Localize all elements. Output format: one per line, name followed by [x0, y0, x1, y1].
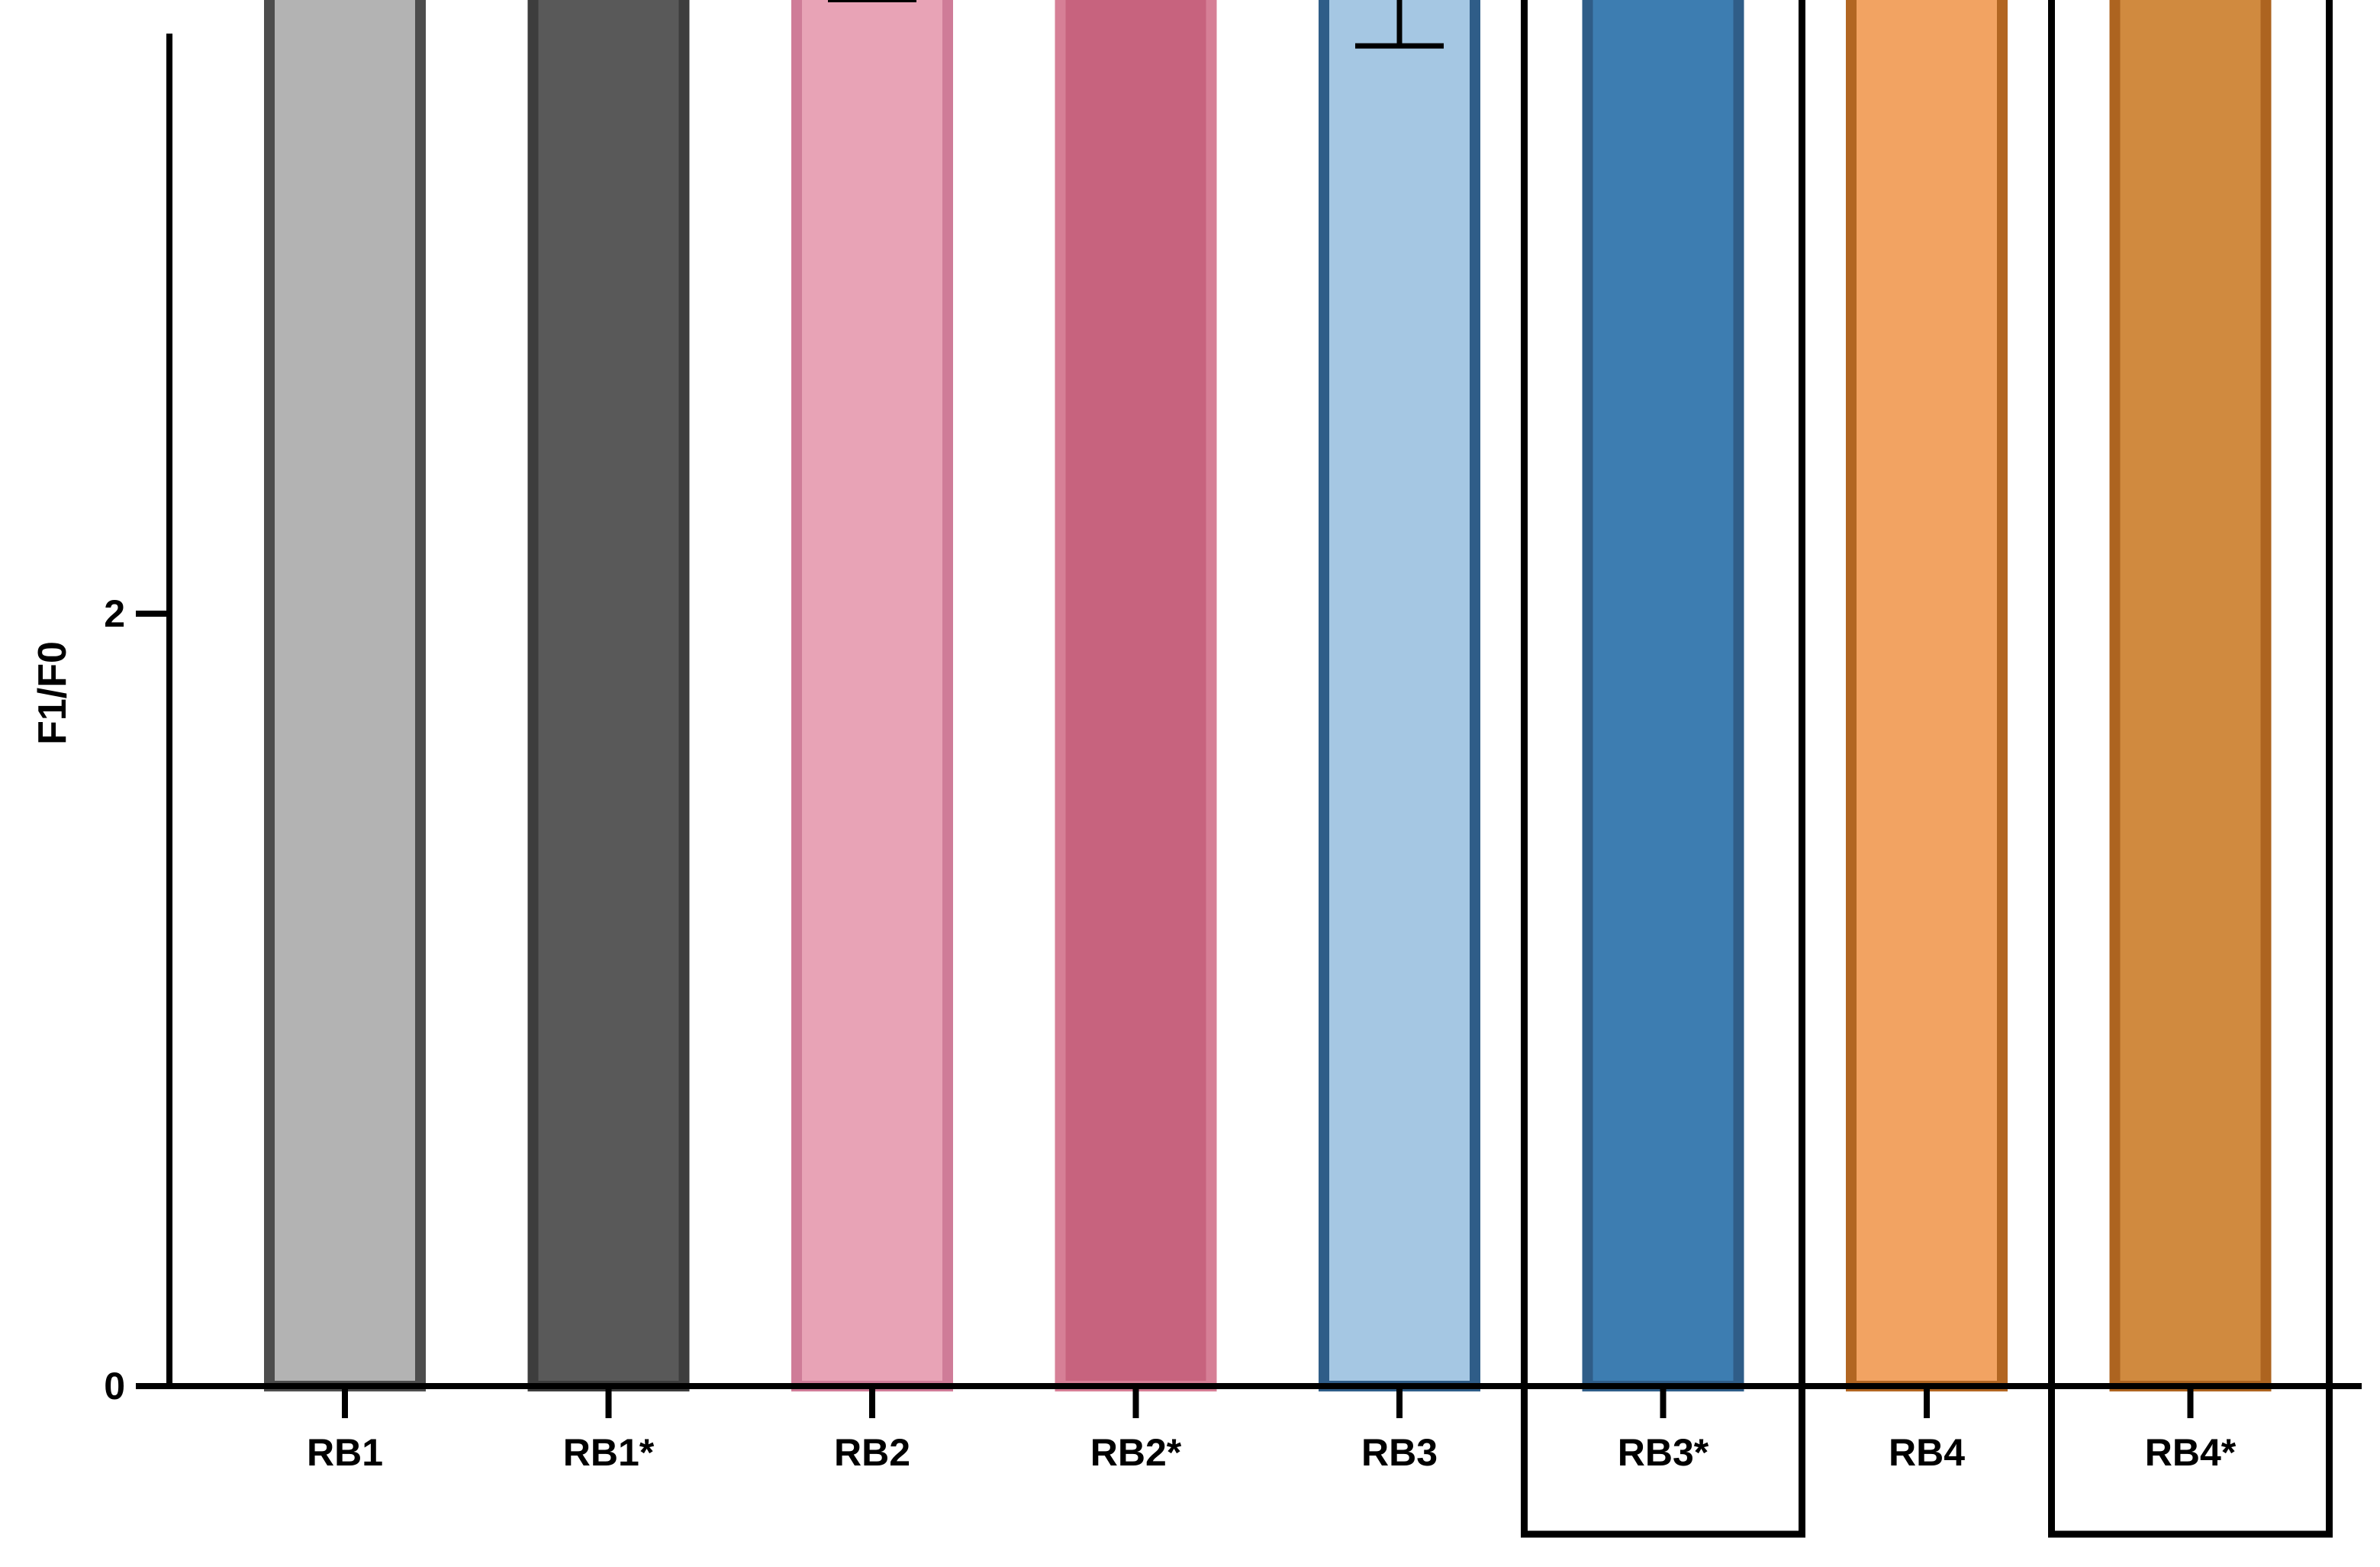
- x-tick-label: RB1: [307, 1431, 383, 1474]
- x-tick-label: RB2*: [1090, 1431, 1182, 1474]
- x-tick-label: RB3: [1361, 1431, 1438, 1474]
- bar-rb3-star: [1582, 0, 1744, 1392]
- bar-rb1: [264, 0, 426, 1392]
- error-bar-rb3: [1355, 0, 1444, 49]
- y-tick-label: 2: [104, 592, 125, 635]
- bar-rb3: [1319, 0, 1480, 1392]
- bars: [264, 0, 2272, 1392]
- x-ticks: RB1 RB1* RB2 RB2* RB3 RB3* RB4 RB4*: [307, 1386, 2237, 1474]
- bar-rb2-star: [1055, 0, 1217, 1391]
- axes: [166, 34, 2362, 1389]
- bar-rb4: [1846, 0, 2008, 1392]
- y-tick-label: 0: [104, 1365, 125, 1407]
- x-tick-label: RB2: [834, 1431, 910, 1474]
- bar-rb4-star: [2109, 0, 2272, 1391]
- highlight-boxes: [1521, 0, 2333, 1538]
- x-tick-label: RB1*: [563, 1431, 655, 1474]
- highlight-box-rb3-star: [1521, 0, 1805, 1538]
- x-tick-label: RB3*: [1618, 1431, 1709, 1474]
- x-tick-label: RB4: [1889, 1431, 1965, 1474]
- bar-rb2: [791, 0, 953, 1391]
- x-tick-label: RB4*: [2145, 1431, 2237, 1474]
- bar-rb1-star: [527, 0, 690, 1391]
- highlight-box-rb4-star: [2048, 0, 2333, 1538]
- y-ticks: 0246: [104, 592, 169, 1407]
- y-axis-title: F1/F0: [31, 641, 75, 745]
- error-bars: [828, 0, 1444, 49]
